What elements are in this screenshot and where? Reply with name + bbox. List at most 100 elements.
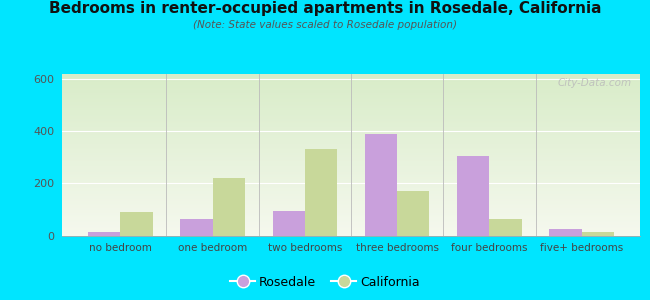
Bar	[62, 75, 640, 76]
Bar	[62, 108, 640, 109]
Bar	[62, 136, 640, 137]
Legend: Rosedale, California: Rosedale, California	[226, 271, 424, 294]
Bar	[62, 100, 640, 101]
Bar	[62, 171, 640, 172]
Bar	[62, 190, 640, 191]
Bar	[62, 218, 640, 219]
Bar	[62, 214, 640, 215]
Bar	[62, 210, 640, 211]
Bar	[62, 97, 640, 98]
Bar	[62, 142, 640, 143]
Bar	[62, 168, 640, 169]
Bar	[62, 89, 640, 90]
Bar	[62, 178, 640, 179]
Bar	[62, 200, 640, 201]
Bar	[88, 232, 120, 236]
Bar	[62, 82, 640, 83]
Bar	[62, 194, 640, 195]
Bar	[62, 229, 640, 230]
Bar	[62, 149, 640, 150]
Bar	[489, 219, 522, 236]
Bar	[62, 195, 640, 196]
Bar	[62, 94, 640, 95]
Bar	[62, 146, 640, 147]
Bar	[120, 212, 153, 236]
Bar	[62, 197, 640, 198]
Bar	[62, 115, 640, 116]
Bar	[62, 222, 640, 223]
Bar	[62, 102, 640, 103]
Text: City-Data.com: City-Data.com	[558, 78, 632, 88]
Bar	[62, 158, 640, 159]
Bar	[62, 83, 640, 84]
Bar	[62, 148, 640, 149]
Bar	[62, 79, 640, 80]
Bar	[62, 223, 640, 224]
Bar	[62, 177, 640, 178]
Bar	[62, 216, 640, 217]
Bar	[62, 95, 640, 96]
Bar	[582, 232, 614, 236]
Bar	[62, 154, 640, 155]
Bar	[62, 106, 640, 107]
Bar	[62, 81, 640, 82]
Bar	[62, 234, 640, 235]
Bar	[62, 138, 640, 139]
Bar	[62, 120, 640, 121]
Bar	[62, 85, 640, 86]
Bar	[62, 228, 640, 229]
Bar	[62, 111, 640, 112]
Bar	[62, 225, 640, 226]
Bar	[62, 193, 640, 194]
Bar	[62, 98, 640, 99]
Bar	[62, 174, 640, 175]
Bar	[62, 84, 640, 85]
Bar	[62, 143, 640, 144]
Bar	[62, 219, 640, 220]
Bar	[62, 91, 640, 92]
Bar	[62, 169, 640, 170]
Bar	[62, 212, 640, 213]
Bar	[62, 153, 640, 154]
Bar	[62, 87, 640, 88]
Bar	[62, 88, 640, 89]
Bar	[62, 104, 640, 105]
Bar	[62, 77, 640, 78]
Bar	[62, 99, 640, 100]
Bar	[62, 123, 640, 124]
Bar	[62, 156, 640, 157]
Bar	[62, 101, 640, 102]
Bar	[62, 122, 640, 123]
Bar	[272, 211, 305, 236]
Bar	[62, 191, 640, 192]
Bar	[62, 227, 640, 228]
Bar	[62, 221, 640, 222]
Bar	[62, 232, 640, 233]
Bar	[62, 96, 640, 97]
Bar	[397, 191, 430, 236]
Bar	[62, 121, 640, 122]
Bar	[62, 231, 640, 232]
Bar	[62, 208, 640, 209]
Bar	[62, 144, 640, 145]
Bar	[62, 209, 640, 210]
Bar	[62, 140, 640, 141]
Bar	[62, 175, 640, 176]
Bar	[62, 114, 640, 115]
Bar	[62, 170, 640, 171]
Bar	[62, 176, 640, 177]
Bar	[62, 181, 640, 182]
Bar	[62, 113, 640, 114]
Bar	[62, 82, 640, 83]
Bar	[62, 235, 640, 236]
Bar	[62, 188, 640, 189]
Bar	[62, 126, 640, 127]
Bar	[62, 206, 640, 207]
Bar	[62, 180, 640, 181]
Bar	[62, 183, 640, 184]
Bar	[62, 213, 640, 214]
Bar	[62, 199, 640, 200]
Bar	[62, 201, 640, 202]
Bar	[62, 167, 640, 168]
Bar	[62, 150, 640, 151]
